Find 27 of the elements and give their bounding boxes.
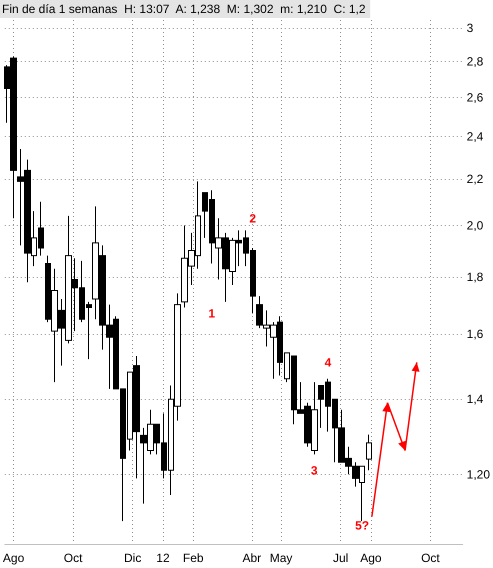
x-tick-label: Oct [421,551,440,565]
x-tick-label: Ago [360,551,382,565]
x-tick-label: Abr [242,551,262,565]
y-tick-label: 3 [466,21,474,36]
y-tick-label: 1,6 [466,327,484,342]
annotation: 1 [208,306,216,320]
candlestick [366,434,372,471]
x-tick-label: May [270,551,292,565]
y-tick-label: 2,2 [466,172,484,186]
x-tick-label: Feb [182,551,204,565]
chart-title: Fin de día 1 semanas H: 13:07 A: 1,238 M: 1,302 m: 1,210 C: 1,2 [2,2,366,16]
y-tick-label: 1,4 [466,392,484,406]
y-tick-label: 2,4 [466,130,484,144]
x-tick-label: Ago [2,551,25,565]
x-tick-label: Oct [64,551,84,565]
y-tick-label: 2,6 [466,90,484,105]
x-tick-label: Dic [124,551,142,565]
y-tick-label: 2,0 [466,218,484,233]
y-tick-label: 2,8 [466,54,484,69]
annotation: 2 [249,211,256,226]
y-tick-label: 1,8 [466,270,484,284]
x-tick-label: Jul [332,551,348,565]
x-tick-label: 12 [156,551,170,565]
annotation: 5? [355,518,370,533]
annotation: 3 [310,463,318,478]
annotation: 4 [324,355,332,370]
y-tick-label: 1,20 [466,467,490,482]
